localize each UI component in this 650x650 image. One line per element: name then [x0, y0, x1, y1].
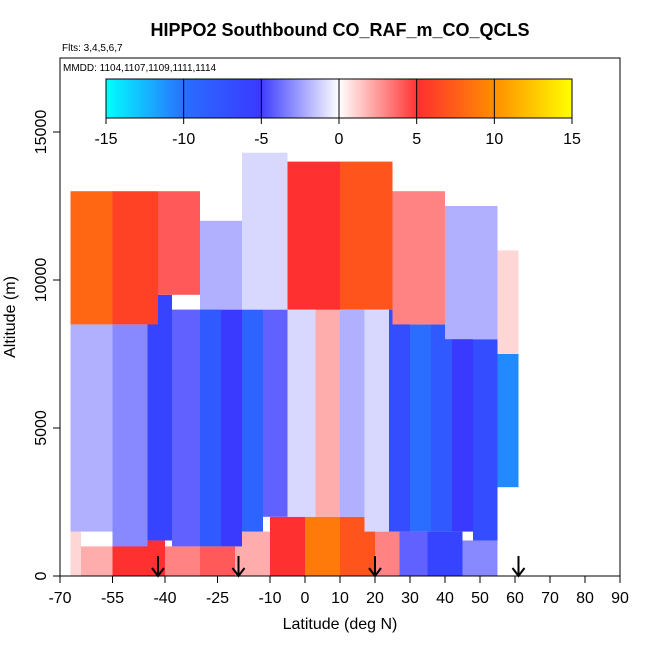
axis-ticks: -70 -55 -40 -25 -10 0 10 20 30 40 50 60 70 80 90050001… — [33, 110, 629, 607]
x-tick-label-9: 40 — [436, 590, 454, 607]
x-tick-label-4: -10 — [258, 590, 281, 607]
colorbar-tick-label-4: 5 — [412, 131, 421, 148]
heatmap-cell-27 — [431, 324, 452, 532]
chart-title: HIPPO2 Southbound CO_RAF_m_CO_QCLS — [150, 20, 529, 40]
heatmap-cell-29 — [473, 339, 498, 541]
heatmap-cells — [70, 152, 519, 576]
heatmap-cell-34 — [200, 220, 242, 310]
y-axis-label: Altitude (m) — [2, 276, 19, 358]
colorbar-tick-label-0: -15 — [94, 131, 117, 148]
heatmap-cell-1 — [81, 546, 113, 576]
heatmap-cell-20 — [263, 309, 288, 517]
heatmap-cell-19 — [242, 309, 263, 532]
x-tick-label-2: -40 — [153, 590, 176, 607]
heatmap-cell-6 — [270, 516, 305, 576]
heatmap-cell-21 — [287, 309, 316, 517]
heatmap-cell-26 — [410, 324, 431, 532]
heatmap-cell-12 — [462, 540, 498, 576]
heatmap-cell-10 — [399, 531, 428, 576]
x-tick-label-6: 10 — [331, 590, 349, 607]
heatmap-cell-30 — [497, 354, 519, 488]
heatmap-cell-11 — [427, 531, 463, 576]
x-tick-label-3: -25 — [206, 590, 229, 607]
heatmap-cell-39 — [445, 206, 498, 340]
heatmap-cell-37 — [340, 161, 393, 310]
x-tick-label-8: 30 — [401, 590, 419, 607]
x-tick-label-13: 80 — [576, 590, 594, 607]
heatmap-cell-9 — [375, 531, 400, 576]
x-tick-label-14: 90 — [611, 590, 629, 607]
y-tick-label-3: 15000 — [33, 110, 50, 155]
heatmap-cell-16 — [172, 309, 200, 547]
latitude-arrow-3 — [511, 556, 526, 578]
heatmap-cell-31 — [70, 191, 113, 325]
x-tick-label-0: -70 — [48, 590, 71, 607]
heatmap-cell-23 — [340, 309, 365, 517]
heatmap-cell-25 — [389, 309, 410, 532]
heatmap-cell-0 — [70, 531, 81, 576]
y-tick-label-2: 10000 — [33, 258, 50, 303]
heatmap-cell-13 — [70, 324, 113, 532]
heatmap-cell-3 — [165, 546, 200, 576]
heatmap-cell-35 — [242, 152, 288, 310]
flights-subtitle: Flts: 3,4,5,6,7 — [62, 43, 123, 54]
dates-subtitle: MMDD: 1104,1107,1109,1111,1114 — [63, 63, 217, 74]
colorbar-tick-label-6: 15 — [563, 131, 581, 148]
heatmap-cell-18 — [221, 309, 242, 547]
x-tick-label-5: 0 — [301, 590, 310, 607]
x-axis-label: Latitude (deg N) — [283, 616, 398, 633]
y-tick-label-1: 5000 — [33, 410, 50, 446]
heatmap-cell-4 — [200, 546, 235, 576]
x-tick-label-11: 60 — [506, 590, 524, 607]
x-tick-label-12: 70 — [541, 590, 559, 607]
heatmap-cell-7 — [305, 516, 340, 576]
heatmap-cell-17 — [200, 294, 221, 547]
heatmap-cell-24 — [364, 309, 389, 532]
colorbar-ticks: -15 -10 -5 0 5 10 15 — [94, 79, 581, 148]
heatmap-cell-22 — [315, 294, 340, 517]
plot-frame — [59, 57, 621, 577]
heatmap-cell-36 — [287, 161, 340, 310]
colorbar-tick-label-1: -10 — [172, 131, 195, 148]
heatmap-cell-28 — [452, 324, 473, 532]
heatmap-cell-33 — [158, 191, 200, 295]
x-tick-label-7: 20 — [366, 590, 384, 607]
x-tick-label-10: 50 — [471, 590, 489, 607]
heatmap-cell-32 — [112, 191, 158, 325]
colorbar-tick-label-3: 0 — [335, 131, 344, 148]
heatmap-cell-40 — [497, 250, 519, 354]
heatmap-cell-14 — [112, 324, 148, 547]
heatmap-cell-38 — [392, 191, 445, 325]
y-tick-label-0: 0 — [33, 571, 50, 580]
heatmap-cell-15 — [147, 294, 172, 541]
colorbar-tick-label-5: 10 — [485, 131, 503, 148]
x-tick-label-1: -55 — [101, 590, 124, 607]
colorbar-tick-label-2: -5 — [254, 131, 268, 148]
